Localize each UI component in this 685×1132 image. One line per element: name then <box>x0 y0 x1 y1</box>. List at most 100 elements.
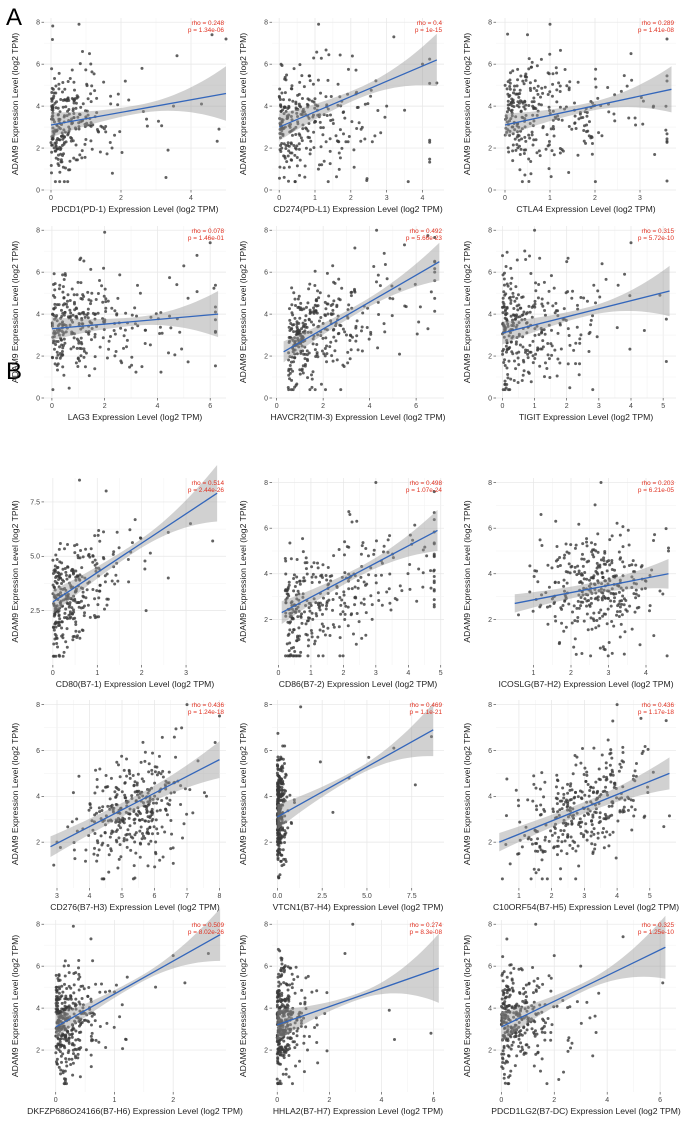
data-point <box>592 612 595 615</box>
data-point <box>510 1048 513 1051</box>
data-point <box>105 490 108 493</box>
data-point <box>149 552 152 555</box>
data-point <box>515 297 518 300</box>
data-point <box>312 83 315 86</box>
data-point <box>298 295 301 298</box>
x-tick-label: 3 <box>638 195 642 202</box>
data-point <box>550 127 553 130</box>
data-point <box>64 105 67 108</box>
data-point <box>541 1031 544 1034</box>
data-point <box>280 959 283 962</box>
data-point <box>103 608 106 611</box>
data-point <box>556 358 559 361</box>
data-point <box>511 69 514 72</box>
data-point <box>81 149 84 152</box>
data-point <box>296 322 299 325</box>
data-point <box>550 566 553 569</box>
data-point <box>540 513 543 516</box>
data-point <box>325 578 328 581</box>
data-point <box>541 339 544 342</box>
y-tick-label: 4 <box>36 311 40 318</box>
data-point <box>113 309 116 312</box>
data-point <box>324 336 327 339</box>
data-point <box>354 69 357 72</box>
data-point <box>513 88 516 91</box>
data-point <box>331 309 334 312</box>
y-tick-label: 2 <box>264 353 268 360</box>
data-point <box>147 843 150 846</box>
data-point <box>532 610 535 613</box>
data-point <box>73 849 76 852</box>
data-point <box>322 352 325 355</box>
data-point <box>664 129 667 132</box>
data-point <box>349 357 352 360</box>
data-point <box>502 361 505 364</box>
data-point <box>375 539 378 542</box>
data-point <box>148 826 151 829</box>
data-point <box>617 284 620 287</box>
data-point <box>316 289 319 292</box>
data-point <box>57 83 60 86</box>
x-axis-label: CD276(B7-H3) Expression Level (log2 TPM) <box>50 902 220 912</box>
data-point <box>594 68 597 71</box>
data-point <box>196 290 199 293</box>
data-point <box>626 85 629 88</box>
data-point <box>524 140 527 143</box>
data-point <box>329 341 332 344</box>
data-point <box>511 149 514 152</box>
data-point <box>500 1053 503 1056</box>
data-point <box>521 180 524 183</box>
data-point <box>589 323 592 326</box>
data-point <box>311 581 314 584</box>
data-point <box>550 977 553 980</box>
data-point <box>332 299 335 302</box>
data-point <box>544 850 547 853</box>
x-tick-label: 4 <box>155 403 159 410</box>
data-point <box>87 312 90 315</box>
data-point <box>72 572 75 575</box>
data-point <box>616 522 619 525</box>
data-point <box>121 1003 124 1006</box>
data-point <box>72 972 75 975</box>
data-point <box>559 564 562 567</box>
data-point <box>325 140 328 143</box>
data-point <box>609 752 612 755</box>
data-point <box>570 798 573 801</box>
data-point <box>527 134 530 137</box>
data-point <box>501 353 504 356</box>
data-point <box>75 601 78 604</box>
data-point <box>505 265 508 268</box>
data-point <box>130 356 133 359</box>
plot-background <box>272 920 444 1092</box>
data-point <box>597 992 600 995</box>
data-point <box>134 371 137 374</box>
data-point <box>528 564 531 567</box>
data-point <box>89 62 92 65</box>
data-point <box>64 1001 67 1004</box>
data-point <box>538 845 541 848</box>
data-point <box>50 67 53 70</box>
data-point <box>290 388 293 391</box>
data-point <box>84 860 87 863</box>
data-point <box>613 600 616 603</box>
data-point <box>574 547 577 550</box>
data-point <box>555 309 558 312</box>
data-point <box>67 80 70 83</box>
data-point <box>74 623 77 626</box>
data-point <box>508 297 511 300</box>
data-point <box>514 285 517 288</box>
data-point <box>628 605 631 608</box>
p-value-annotation: p = 1.1e-21 <box>409 709 442 716</box>
data-point <box>506 93 509 96</box>
data-point <box>583 124 586 127</box>
data-point <box>389 608 392 611</box>
data-point <box>127 558 130 561</box>
data-point <box>281 744 284 747</box>
data-point <box>504 84 507 87</box>
data-point <box>290 87 293 90</box>
data-point <box>52 88 55 91</box>
